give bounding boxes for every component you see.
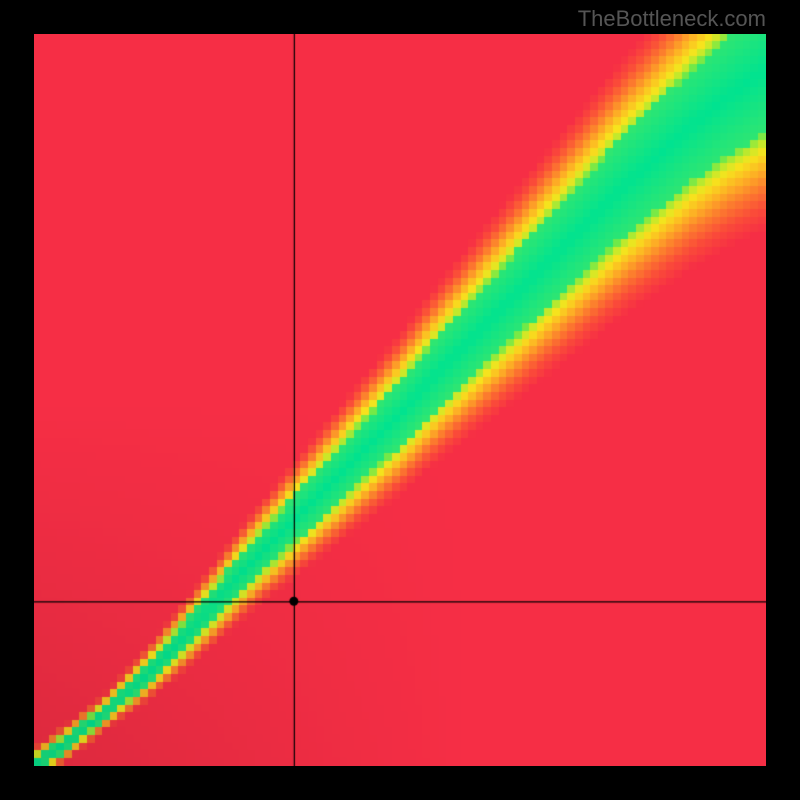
chart-container: { "watermark": { "text": "TheBottleneck.… [0, 0, 800, 800]
bottleneck-heatmap [34, 34, 766, 766]
watermark-text: TheBottleneck.com [578, 6, 766, 32]
